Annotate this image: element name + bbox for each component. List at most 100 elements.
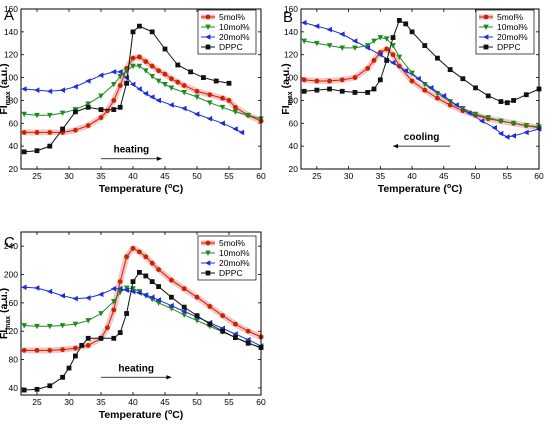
- data-point: [409, 29, 415, 35]
- data-point: [327, 86, 332, 92]
- data-point: [111, 107, 117, 112]
- data-point: [149, 294, 155, 300]
- data-point: [21, 323, 27, 329]
- data-point: [21, 284, 27, 291]
- data-point: [485, 93, 491, 99]
- data-point: [232, 109, 239, 115]
- data-point: [110, 69, 117, 75]
- data-point: [466, 110, 472, 116]
- panel-letter: A: [4, 7, 14, 24]
- data-point: [371, 38, 377, 44]
- data-point: [245, 112, 251, 119]
- annotation-text: heating: [114, 145, 150, 156]
- data-point: [472, 111, 479, 118]
- x-tick-label: 25: [32, 397, 42, 407]
- data-point: [365, 66, 371, 71]
- x-tick-label: 45: [160, 397, 170, 407]
- data-point: [213, 78, 219, 84]
- data-point: [364, 43, 371, 49]
- data-point: [301, 88, 307, 94]
- data-point: [339, 31, 345, 37]
- data-point: [440, 93, 447, 99]
- data-point: [169, 294, 174, 300]
- y-axis-title: FImax (a.u.): [0, 63, 12, 114]
- data-point: [85, 104, 91, 110]
- y-tick-label: 140: [4, 27, 18, 37]
- data-point: [206, 115, 213, 122]
- x-tick-label: 45: [439, 171, 449, 181]
- data-point: [46, 88, 53, 95]
- series-5mol: [21, 54, 264, 136]
- y-tick-label: 60: [9, 118, 19, 128]
- data-point: [175, 79, 181, 85]
- data-point: [105, 325, 110, 331]
- data-point: [314, 40, 320, 47]
- x-tick-label: 60: [256, 171, 266, 181]
- legend-marker: [483, 34, 489, 40]
- data-point: [194, 111, 200, 117]
- data-point: [232, 126, 238, 132]
- y-tick-label: 120: [4, 50, 18, 60]
- data-point: [390, 43, 396, 49]
- panel-a: A 25 30 35 40 45 50 55 60 20 40 60 80 100 120 140 160 5mo…: [0, 4, 266, 195]
- data-point: [130, 63, 136, 70]
- data-point: [523, 92, 529, 98]
- data-point: [137, 54, 142, 60]
- data-point: [352, 90, 358, 95]
- legend-label: DPPC: [497, 42, 521, 52]
- data-point: [194, 94, 200, 100]
- data-point: [473, 85, 478, 91]
- data-point: [143, 59, 149, 64]
- legend-marker: [483, 44, 489, 50]
- data-point: [85, 123, 91, 128]
- data-point: [72, 295, 78, 302]
- data-point: [124, 311, 129, 316]
- y-tick-label: 80: [9, 95, 19, 105]
- data-point: [21, 387, 27, 393]
- x-axis-title: Temperature (oC): [99, 409, 184, 421]
- x-tick-label: 40: [128, 397, 138, 407]
- x-tick-label: 25: [32, 171, 42, 181]
- x-tick-label: 40: [407, 171, 417, 181]
- data-point: [327, 78, 332, 84]
- annotation-text: heating: [118, 363, 154, 374]
- data-point: [117, 289, 123, 296]
- y-tick-label: 40: [9, 383, 19, 393]
- legend-marker: [483, 24, 489, 30]
- data-point: [142, 292, 149, 298]
- y-tick-label: 80: [289, 95, 299, 105]
- data-point: [59, 323, 66, 329]
- x-tick-label: 30: [344, 171, 354, 181]
- plot-frame: [20, 231, 262, 396]
- y-tick-label: 120: [4, 326, 18, 336]
- data-point: [111, 307, 117, 313]
- annotation-arrow-head: [166, 375, 172, 380]
- data-point: [143, 254, 149, 260]
- data-point: [111, 82, 117, 88]
- data-point: [314, 78, 320, 84]
- data-point: [111, 98, 117, 103]
- data-point: [46, 288, 53, 295]
- data-point: [377, 77, 383, 83]
- series-line: [24, 65, 262, 120]
- data-point: [149, 94, 155, 100]
- data-point: [498, 99, 504, 104]
- x-tick-label: 50: [471, 171, 481, 181]
- data-point: [447, 99, 453, 105]
- x-tick-label: 40: [128, 171, 138, 181]
- data-point: [73, 127, 78, 133]
- data-point: [73, 109, 78, 115]
- series-5mol: [301, 46, 542, 131]
- data-point: [34, 112, 40, 119]
- y-tick-label: 60: [289, 118, 299, 128]
- data-point: [511, 98, 517, 103]
- data-point: [60, 374, 65, 380]
- annotation-text: cooling: [404, 132, 440, 143]
- series-20mol: [301, 19, 542, 140]
- data-point: [137, 23, 142, 29]
- data-point: [181, 308, 187, 315]
- y-tick-label: 140: [284, 27, 298, 37]
- series-10mol: [301, 35, 542, 130]
- legend-label: 10mol%: [219, 248, 250, 258]
